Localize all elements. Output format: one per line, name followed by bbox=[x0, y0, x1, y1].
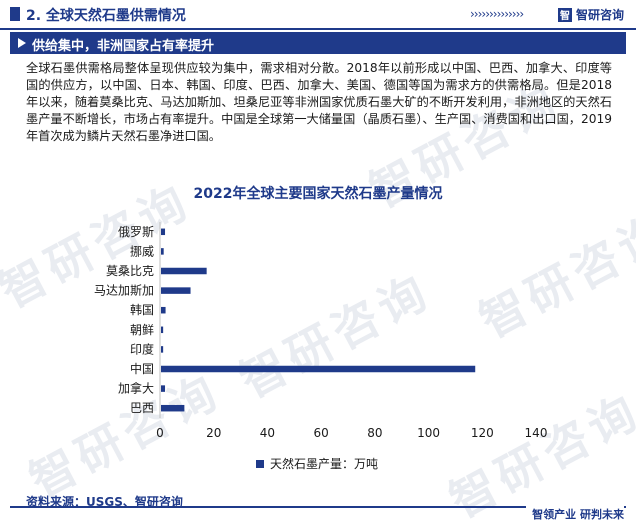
legend-swatch bbox=[256, 460, 264, 468]
y-tick-label: 俄罗斯 bbox=[118, 225, 154, 239]
brand: 智 智研咨询 bbox=[557, 6, 624, 23]
y-tick-label: 巴西 bbox=[130, 401, 154, 415]
x-tick-label: 140 bbox=[525, 426, 548, 440]
y-tick-label: 加拿大 bbox=[118, 381, 154, 396]
x-tick-label: 0 bbox=[156, 426, 164, 440]
y-tick-label: 挪威 bbox=[130, 244, 154, 258]
y-tick-label: 朝鲜 bbox=[130, 323, 154, 337]
bar bbox=[161, 346, 164, 353]
bar bbox=[161, 267, 207, 275]
bar bbox=[161, 385, 166, 392]
section-marker bbox=[10, 7, 20, 21]
brand-logo-icon: 智 bbox=[557, 7, 572, 22]
bar bbox=[161, 248, 164, 255]
x-tick-label: 20 bbox=[206, 426, 221, 440]
chevron-decoration: ›››››››››››››› bbox=[470, 7, 524, 21]
x-tick-label: 80 bbox=[367, 426, 382, 440]
section-title: 2. 全球天然石墨供需情况 bbox=[26, 8, 186, 24]
legend-label: 天然石墨产量：万吨 bbox=[270, 456, 378, 471]
subtitle-banner: 供给集中，非洲国家占有率提升 bbox=[10, 32, 626, 54]
y-tick-label: 印度 bbox=[130, 341, 154, 356]
source-note: 资料来源：USGS、智研咨询 bbox=[26, 495, 183, 509]
bar bbox=[161, 306, 166, 314]
body-paragraph: 全球石墨供需格局整体呈现供应较为集中，需求相对分散。2018年以前形成以中国、巴… bbox=[26, 61, 612, 143]
bar bbox=[161, 228, 166, 236]
x-tick-label: 40 bbox=[260, 426, 275, 440]
y-tick-label: 马达加斯加 bbox=[94, 284, 154, 298]
brand-name: 智研咨询 bbox=[575, 8, 624, 22]
x-tick-label: 100 bbox=[417, 426, 440, 440]
y-tick-label: 中国 bbox=[130, 361, 154, 376]
bar bbox=[161, 287, 191, 294]
footer-divider bbox=[10, 506, 626, 508]
footer-slogan: 智领产业 研判未来 bbox=[526, 506, 624, 522]
chart-title: 2022年全球主要国家天然石墨产量情况 bbox=[193, 186, 443, 202]
x-tick-label: 60 bbox=[314, 426, 329, 440]
section-header: 2. 全球天然石墨供需情况 ›››››››››››››› 智 智研咨询 bbox=[0, 0, 636, 30]
bar bbox=[161, 326, 164, 334]
banner-text: 供给集中，非洲国家占有率提升 bbox=[32, 39, 215, 54]
bar bbox=[161, 404, 185, 412]
x-tick-label: 120 bbox=[471, 426, 494, 440]
y-tick-label: 韩国 bbox=[130, 302, 154, 317]
bar bbox=[161, 365, 476, 373]
y-tick-label: 莫桑比克 bbox=[106, 264, 154, 278]
triangle-icon bbox=[18, 38, 26, 48]
